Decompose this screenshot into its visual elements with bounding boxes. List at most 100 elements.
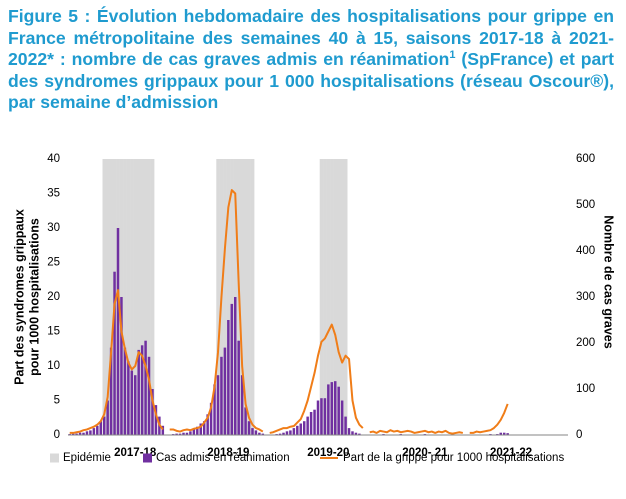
y2-tick-label: 200 — [576, 337, 595, 349]
bar — [306, 416, 309, 435]
epidemic-band — [123, 159, 127, 435]
y2-tick-label: 500 — [576, 199, 595, 211]
bar — [316, 400, 320, 435]
bar — [285, 431, 289, 435]
y-tick-label: 25 — [47, 257, 60, 269]
epidemic-band — [247, 159, 251, 435]
bar — [344, 416, 347, 435]
legend-label: Cas admis en réanimation — [156, 452, 290, 464]
epidemic-band — [323, 159, 327, 435]
epidemic-band — [216, 159, 220, 435]
bar — [175, 433, 178, 435]
bar — [92, 428, 96, 435]
x-tick-label: 2019-20 — [307, 447, 349, 459]
y-tick-label: 35 — [47, 188, 60, 200]
bar — [223, 347, 227, 435]
bar — [230, 303, 234, 435]
epidemic-band — [223, 159, 227, 435]
epidemic-band — [226, 159, 231, 435]
bar — [154, 405, 158, 435]
bar — [313, 409, 316, 435]
bar — [127, 361, 130, 435]
chart-title: Figure 5 : Évolution hebdomadaire des ho… — [8, 6, 614, 114]
bar — [99, 421, 102, 435]
bar — [320, 398, 323, 435]
bar — [323, 398, 327, 435]
epidemic-band — [343, 159, 348, 435]
epidemic-band — [133, 159, 138, 435]
bar — [96, 425, 99, 435]
epidemic-band — [143, 159, 148, 435]
y-tick-label: 10 — [47, 360, 60, 372]
bar — [123, 347, 127, 435]
legend-label: Epidémie — [63, 452, 111, 464]
y2-tick-label: 300 — [576, 291, 595, 303]
bar — [78, 432, 82, 435]
x-tick-label: 2020- 21 — [402, 447, 448, 459]
bar — [206, 414, 209, 435]
epidemic-band — [109, 159, 114, 435]
bar — [109, 347, 113, 435]
bar — [192, 429, 196, 435]
bar — [189, 431, 192, 435]
bar — [258, 432, 261, 435]
title-text: (SpFrance) et part des syndromes grippau… — [8, 49, 615, 113]
bar — [137, 349, 140, 435]
bar — [147, 356, 151, 435]
x-tick-label: 2021-22 — [490, 447, 532, 459]
y2-tick-label: 600 — [576, 153, 595, 165]
bar — [209, 402, 213, 435]
legend-swatch — [50, 453, 59, 463]
epidemic-band — [105, 159, 110, 435]
bar — [220, 356, 223, 435]
bar — [499, 432, 502, 435]
bar — [299, 423, 302, 435]
bar — [254, 430, 258, 435]
bar — [506, 433, 509, 435]
bar — [178, 433, 182, 435]
bar — [151, 389, 154, 435]
bar — [296, 425, 299, 435]
bar — [302, 421, 306, 435]
line — [69, 189, 509, 435]
bar — [199, 423, 202, 435]
epidemic-band — [230, 159, 234, 435]
bar — [327, 384, 330, 435]
bar — [85, 431, 89, 435]
epidemic-band — [136, 159, 141, 435]
bar — [289, 430, 292, 435]
bar — [237, 340, 240, 435]
bar — [75, 433, 78, 435]
x-tick-label: 2018-19 — [207, 447, 249, 459]
bar — [216, 375, 220, 435]
y-tick-label: 0 — [54, 429, 60, 441]
epidemic-band — [333, 159, 338, 435]
bar — [89, 430, 92, 435]
bar — [354, 432, 358, 435]
legend-label: Part de la grippe pour 1000 hospitalisat… — [343, 452, 564, 464]
bar — [261, 433, 265, 435]
y2-tick-label: 100 — [576, 383, 595, 395]
title-text: Figure 5 : Évolution hebdomadaire des ho… — [8, 6, 614, 70]
bar — [292, 428, 296, 435]
bar — [240, 375, 244, 435]
bar — [116, 228, 120, 435]
bar — [334, 381, 337, 435]
epidemic-band — [102, 159, 107, 435]
bar — [140, 345, 144, 435]
bar — [130, 370, 134, 435]
y-axis-title: pour 1000 hospitalisations — [27, 218, 41, 376]
bar — [330, 382, 334, 435]
bar — [244, 407, 247, 435]
epidemic-band — [340, 159, 345, 435]
epidemic-band — [150, 159, 155, 435]
bar — [213, 384, 216, 435]
bar — [161, 425, 165, 435]
y2-tick-label: 400 — [576, 245, 595, 257]
epidemic-band — [336, 159, 341, 435]
epidemic-band — [319, 159, 324, 435]
epidemic-band — [330, 159, 334, 435]
bar — [134, 375, 137, 435]
